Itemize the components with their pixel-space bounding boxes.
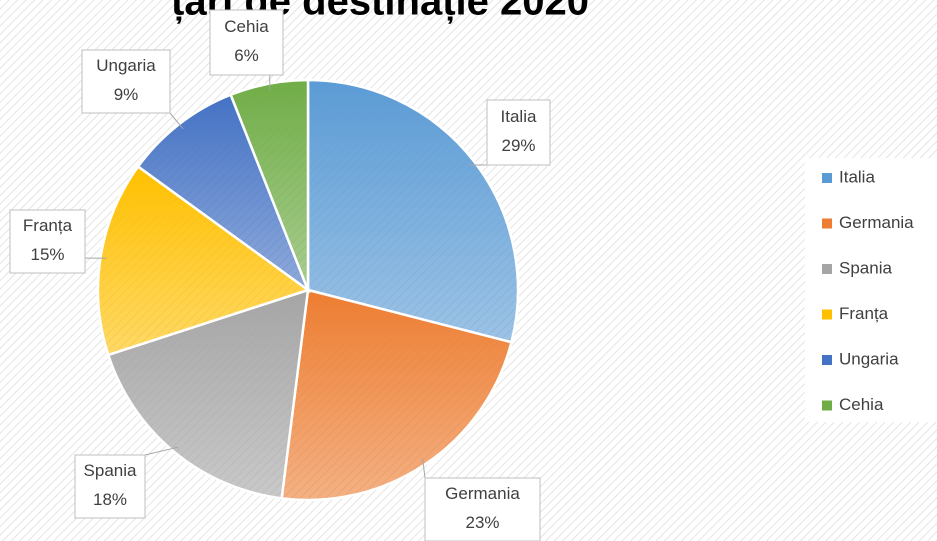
legend-swatch xyxy=(822,173,832,183)
legend-swatch xyxy=(822,400,832,411)
label-box xyxy=(9,209,86,274)
pie-slice xyxy=(306,78,520,344)
pie-slice xyxy=(280,288,513,502)
data-label-name: Germania xyxy=(445,484,520,503)
data-label: 29% xyxy=(501,136,535,155)
data-label-name: Italia xyxy=(501,107,537,126)
legend-swatch xyxy=(822,355,832,365)
legend-box xyxy=(805,158,937,422)
legend-label: Cehia xyxy=(839,395,884,414)
leader-line xyxy=(144,446,179,456)
label-box xyxy=(74,454,146,519)
pie-slice xyxy=(229,78,310,291)
legend-swatch xyxy=(822,218,832,229)
data-label-name: Franța xyxy=(23,216,73,235)
legend-label: Ungaria xyxy=(839,349,899,368)
legend-label: Spania xyxy=(839,258,892,277)
label-box xyxy=(424,477,541,541)
legend-swatch xyxy=(822,309,832,320)
data-label: 9% xyxy=(114,85,139,104)
pie-slice xyxy=(96,164,311,357)
legend-label: Germania xyxy=(839,213,914,232)
data-label: 23% xyxy=(465,513,499,532)
data-label: 6% xyxy=(234,46,259,65)
data-label-name: Spania xyxy=(84,461,137,480)
pie-slice xyxy=(106,288,310,500)
legend-swatch xyxy=(822,264,832,274)
legend-label: Italia xyxy=(839,167,875,186)
data-label-name: Cehia xyxy=(224,17,269,36)
data-label: 18% xyxy=(93,490,127,509)
label-box xyxy=(81,49,171,114)
label-box xyxy=(209,9,284,76)
data-label: 15% xyxy=(30,245,64,264)
data-label-name: Ungaria xyxy=(96,56,156,75)
leader-line xyxy=(422,458,426,479)
legend-label: Franța xyxy=(839,304,889,323)
label-box xyxy=(486,99,551,166)
leader-line xyxy=(169,112,184,130)
